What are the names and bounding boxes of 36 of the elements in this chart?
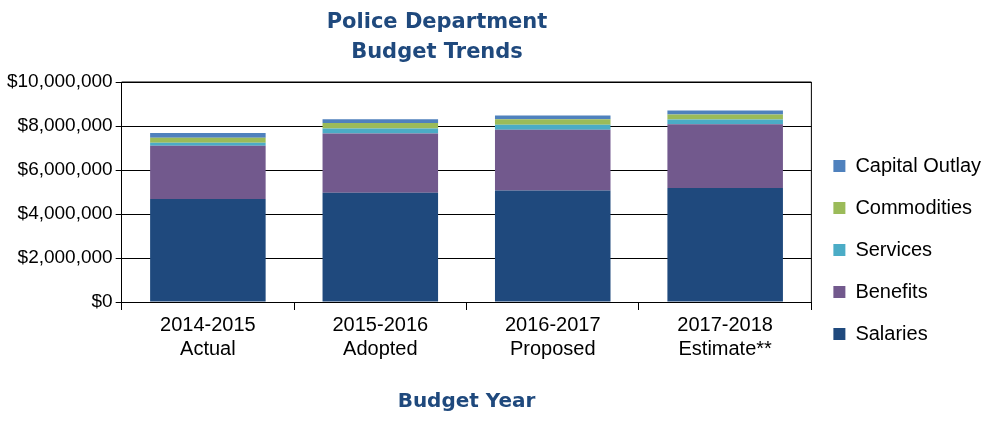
bar: [150, 133, 266, 138]
bar: [322, 119, 439, 123]
bar: [322, 192, 439, 302]
bar: [322, 128, 439, 134]
bar: [322, 133, 439, 193]
x-tick-label: 2017-2018 Estimate**: [677, 312, 773, 359]
y-tick-label: $2,000,000: [17, 246, 113, 268]
y-tick-label: $0: [91, 290, 113, 312]
y-tick-label: $10,000,000: [6, 70, 113, 92]
bar: [667, 124, 783, 189]
legend-label: Commodities: [855, 195, 973, 218]
legend-label: Benefits: [855, 279, 928, 302]
bar: [494, 129, 611, 191]
chart-title: Police Department Budget Trends: [325, 8, 549, 65]
bar: [494, 115, 611, 120]
bar: [150, 137, 266, 143]
bar: [150, 145, 266, 200]
y-tick-label: $8,000,000: [17, 114, 113, 136]
x-tick-label: 2014-2015 Actual: [160, 312, 256, 359]
x-tick-label: 2016-2017 Proposed: [504, 312, 601, 359]
bar: [494, 190, 611, 302]
bar: [667, 114, 783, 120]
y-tick-label: $4,000,000: [17, 202, 113, 224]
legend-label: Salaries: [855, 321, 928, 344]
bar: [667, 110, 783, 115]
bar: [150, 142, 266, 146]
bar: [494, 124, 611, 130]
bar: [494, 119, 611, 125]
legend-label: Services: [855, 237, 933, 260]
x-axis-title: Budget Year: [397, 388, 536, 413]
bar: [150, 199, 266, 302]
x-tick-label: 2015-2016 Adopted: [332, 312, 429, 359]
bar: [667, 188, 783, 302]
legend-label: Capital Outlay: [855, 153, 982, 176]
y-tick-label: $6,000,000: [17, 158, 113, 180]
bar: [322, 122, 439, 129]
